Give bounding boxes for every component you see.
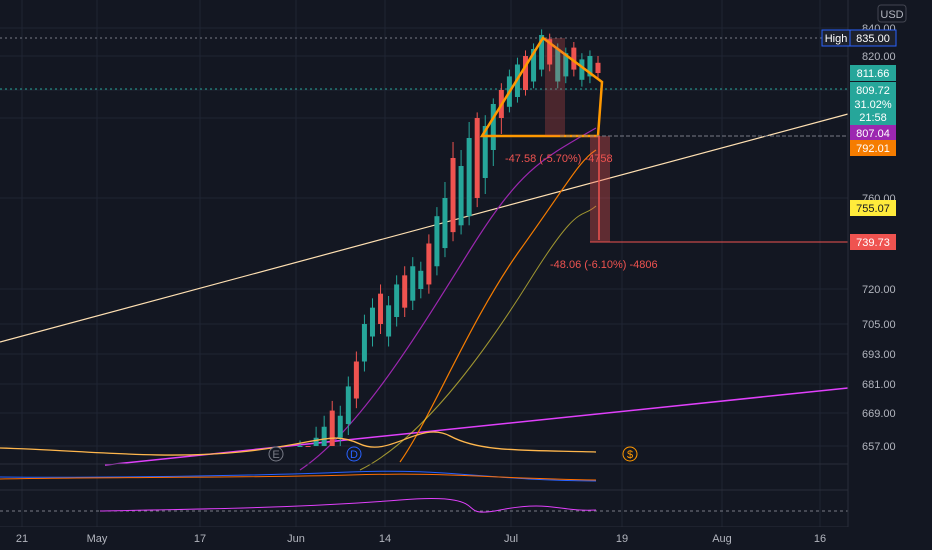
candle-body — [563, 53, 569, 77]
candle-body — [369, 307, 375, 337]
candle-body — [321, 426, 327, 446]
event-marker-label: E — [272, 449, 279, 461]
candle-body — [442, 198, 448, 249]
measure-box[interactable] — [590, 136, 610, 242]
candle-body — [490, 104, 496, 150]
price-badge-bg — [850, 65, 896, 81]
badge-tag: High — [825, 33, 848, 45]
candle-body — [329, 410, 335, 446]
x-tick-label: Jul — [504, 533, 518, 545]
candle-body — [434, 216, 440, 267]
measure-box[interactable] — [545, 38, 565, 136]
time-scale[interactable] — [0, 527, 932, 550]
candle-body — [353, 361, 359, 399]
x-tick-label: 14 — [379, 533, 391, 545]
candle-body — [386, 305, 392, 337]
candle-body — [555, 49, 561, 82]
event-marker[interactable] — [622, 446, 638, 462]
candle-body — [547, 39, 553, 65]
event-marker-label: $ — [627, 449, 633, 461]
triangle-drawing[interactable] — [479, 36, 604, 138]
candle-body — [579, 59, 585, 80]
price-badge: 807.04 — [856, 128, 890, 140]
candle-body — [531, 49, 537, 82]
currency-label: USD — [880, 9, 903, 21]
price-badge: 755.07 — [856, 203, 890, 215]
candle-body — [595, 62, 601, 73]
candle-body — [361, 324, 367, 362]
measure-label: -47.58 (-5.70%) -4758 — [505, 153, 613, 165]
x-tick-label: 19 — [616, 533, 628, 545]
price-badge-bg — [850, 140, 896, 156]
candle-body — [587, 56, 593, 77]
price-badge: 31.02% — [854, 99, 892, 111]
price-badge: 792.01 — [856, 143, 890, 155]
y-tick-label: 681.00 — [862, 379, 896, 391]
volume-ma — [0, 431, 597, 456]
candle-body — [474, 118, 480, 198]
y-tick-label: 720.00 — [862, 284, 896, 296]
x-tick-label: Aug — [712, 533, 732, 545]
candle-body — [410, 266, 416, 301]
event-marker[interactable] — [268, 446, 284, 462]
x-tick-label: May — [87, 533, 108, 545]
candle-body — [305, 446, 311, 447]
candle-body — [466, 138, 472, 217]
signal-line — [0, 473, 597, 481]
candle-body — [378, 293, 384, 324]
y-tick-label: 657.00 — [862, 441, 896, 453]
y-tick-label: 820.00 — [862, 51, 896, 63]
candle-body — [482, 126, 488, 178]
x-tick-label: 16 — [814, 533, 826, 545]
candle-body — [402, 275, 408, 308]
price-badge: 809.72 — [856, 85, 890, 97]
price-badge-bg — [850, 200, 896, 216]
drawings[interactable]: -47.58 (-5.70%) -4758 -48.06 (-6.10%) -48… — [479, 36, 848, 271]
price-badge-bg — [850, 109, 896, 125]
candle-body — [394, 284, 400, 317]
price-badge: 21:58 — [859, 112, 887, 124]
price-badge: 739.73 — [856, 237, 890, 249]
candle-body — [458, 166, 464, 226]
price-badges: High 835.00 811.66 809.72 31.02%21:58 807.04 7… — [821, 29, 897, 250]
event-marker[interactable] — [346, 446, 362, 462]
x-axis-ticks: 21 May 17 Jun 14 Jul 19 Aug 16 — [16, 533, 826, 545]
x-tick-label: Jun — [287, 533, 305, 545]
y-tick-label: 669.00 — [862, 408, 896, 420]
y-tick-label: 705.00 — [862, 319, 896, 331]
price-badge-bg — [850, 96, 896, 112]
y-tick-label: 693.00 — [862, 349, 896, 361]
candle-body — [313, 437, 319, 446]
candle-body — [426, 243, 432, 285]
trendline — [0, 113, 849, 343]
ma-yellow — [359, 205, 597, 471]
currency-button[interactable] — [877, 4, 907, 23]
event-marker-label: D — [350, 449, 358, 461]
candle-body — [539, 35, 545, 70]
price-badge-bg — [850, 82, 896, 98]
candle-body — [345, 386, 351, 424]
price-badge: 811.66 — [857, 68, 890, 80]
x-tick-label: 21 — [16, 533, 28, 545]
candle-body — [523, 56, 529, 90]
chart-grid — [0, 0, 848, 527]
price-badge-bg — [849, 29, 897, 47]
sub-indicators: 530.889K1.25-0.23-252961.09ED$ — [0, 431, 908, 519]
candle-body — [337, 415, 343, 438]
price-badge: 835.00 — [856, 33, 890, 45]
ma-purple — [299, 127, 597, 471]
price-badge-bg — [850, 234, 896, 250]
candle-body — [571, 47, 577, 70]
x-tick-label: 17 — [194, 533, 206, 545]
candle-body — [297, 446, 303, 447]
ma-orange — [399, 149, 597, 463]
measure-label: -48.06 (-6.10%) -4806 — [550, 259, 658, 271]
obv-line — [99, 498, 597, 513]
candle-body — [450, 158, 456, 233]
price-badge-bg — [850, 125, 896, 141]
candle-body — [418, 270, 424, 289]
trendline-magenta — [104, 387, 849, 466]
indicator-lines — [0, 37, 849, 471]
